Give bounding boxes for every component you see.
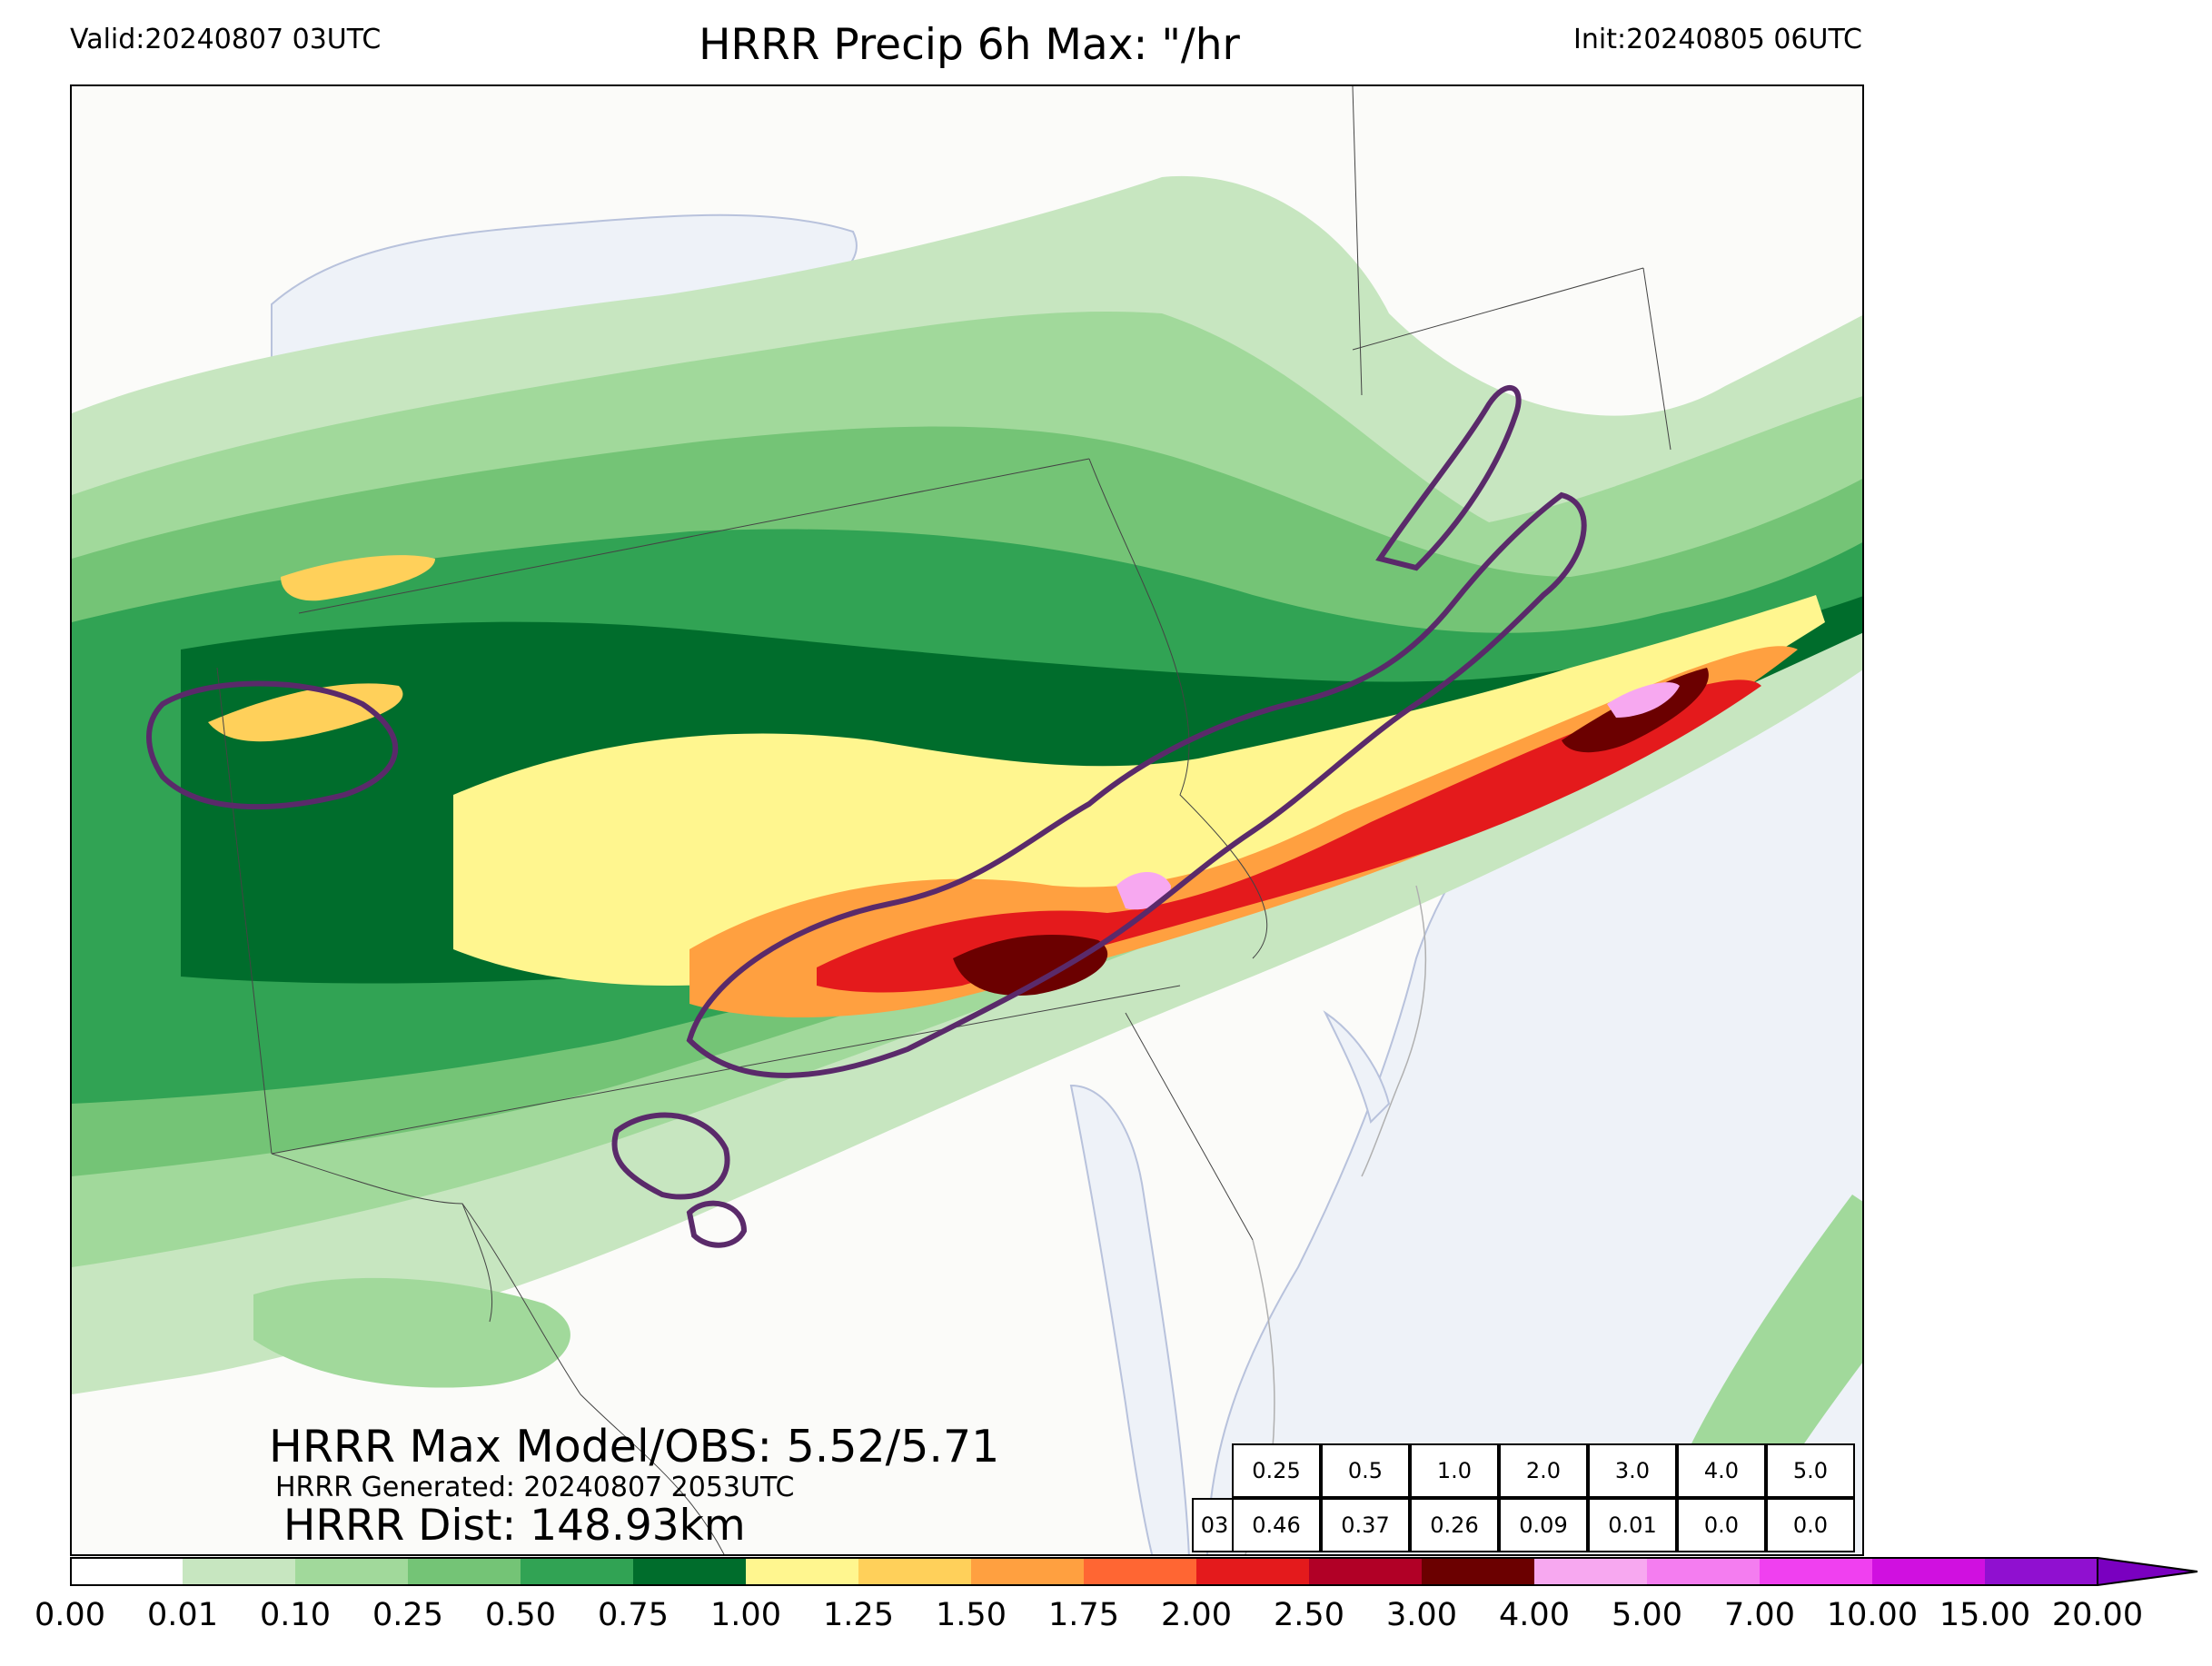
stats-value-cell: 0.01 xyxy=(1588,1498,1677,1552)
precip-shading xyxy=(72,175,1862,1540)
border-ct-ma xyxy=(1352,267,1644,351)
colorbar-tick-label: 10.00 xyxy=(1826,1597,1919,1633)
colorbar-segment xyxy=(1422,1558,1534,1585)
colorbar-tick-label: 7.00 xyxy=(1724,1597,1795,1633)
colorbar-tick-label: 15.00 xyxy=(1939,1597,2031,1633)
colorbar-segment xyxy=(1084,1558,1196,1585)
stats-value-cell: 0.37 xyxy=(1321,1498,1410,1552)
map-title: HRRR Precip 6h Max: "/hr xyxy=(699,20,1240,70)
valid-time-label: Valid:20240807 03UTC xyxy=(70,24,382,55)
border-md-va xyxy=(461,1203,725,1554)
colorbar-segment xyxy=(1872,1558,1985,1585)
chesapeake-bay xyxy=(1069,1084,1190,1554)
obs-contours xyxy=(146,384,1587,1248)
stats-value-cell: 0.0 xyxy=(1677,1498,1766,1552)
colorbar-outline xyxy=(70,1557,2098,1586)
stats-threshold-cell: 0.25 xyxy=(1232,1443,1321,1498)
colorbar-tick-label: 0.00 xyxy=(35,1597,105,1633)
distance-label: HRRR Dist: 148.93km xyxy=(283,1501,746,1551)
precip-band-200 xyxy=(817,679,1761,993)
colorbar-tick-label: 4.00 xyxy=(1499,1597,1570,1633)
state-borders xyxy=(216,86,1671,1554)
colorbar-segment xyxy=(858,1558,971,1585)
obs-contour-main xyxy=(686,491,1587,1078)
map-canvas xyxy=(72,86,1862,1554)
precip-map[interactable] xyxy=(70,84,1864,1556)
obs-contour-ny xyxy=(1375,384,1522,571)
colorbar-tick-label: 20.00 xyxy=(2051,1597,2144,1633)
colorbar-segment xyxy=(1534,1558,1647,1585)
colorbar xyxy=(70,1557,2198,1586)
init-time-label: Init:20240805 06UTC xyxy=(1573,24,1862,55)
colorbar-tick-label: 2.50 xyxy=(1274,1597,1344,1633)
colorbar-tick-label: 0.50 xyxy=(485,1597,556,1633)
stats-threshold-cell: 5.0 xyxy=(1766,1443,1855,1498)
colorbar-tick-label: 1.00 xyxy=(710,1597,781,1633)
precip-south-cells xyxy=(253,1277,570,1388)
stats-threshold-cell: 4.0 xyxy=(1677,1443,1766,1498)
colorbar-segment xyxy=(295,1558,408,1585)
colorbar-segment xyxy=(1760,1558,1872,1585)
colorbar-tick-label: 1.25 xyxy=(823,1597,894,1633)
max-model-obs-label: HRRR Max Model/OBS: 5.52/5.71 xyxy=(269,1421,1000,1473)
border-ny-vt xyxy=(1352,86,1363,396)
colorbar-tick-label: 0.75 xyxy=(598,1597,669,1633)
colorbar-tick-label: 0.25 xyxy=(372,1597,443,1633)
colorbar-segment xyxy=(183,1558,295,1585)
colorbar-segment xyxy=(1647,1558,1760,1585)
obs-contour-west xyxy=(146,680,399,810)
border-nj-de xyxy=(1125,1012,1254,1241)
border-oh-pa xyxy=(216,667,273,1155)
obs-contour-south xyxy=(611,1112,730,1200)
stats-row-label: 03 xyxy=(1192,1498,1237,1552)
delaware-bay xyxy=(1323,1010,1391,1124)
border-ct-ri xyxy=(1642,267,1671,451)
colorbar-tick-label: 0.10 xyxy=(260,1597,331,1633)
border-pa-nj xyxy=(1088,458,1268,959)
colorbar-segment xyxy=(1985,1558,2098,1585)
colorbar-tick-label: 5.00 xyxy=(1612,1597,1682,1633)
colorbar-segment xyxy=(971,1558,1084,1585)
colorbar-segment xyxy=(521,1558,633,1585)
precip-western-band xyxy=(281,555,435,601)
stats-threshold-cell: 3.0 xyxy=(1588,1443,1677,1498)
colorbar-tick-label: 1.50 xyxy=(936,1597,1007,1633)
stats-threshold-cell: 2.0 xyxy=(1499,1443,1588,1498)
stats-threshold-cell: 1.0 xyxy=(1410,1443,1499,1498)
border-pa-md xyxy=(271,985,1181,1155)
precip-band-300 xyxy=(953,935,1108,996)
colorbar-segment xyxy=(70,1558,183,1585)
colorbar-tick-label: 3.00 xyxy=(1386,1597,1457,1633)
stats-value-cell: 0.26 xyxy=(1410,1498,1499,1552)
border-ny-pa xyxy=(298,458,1090,614)
colorbar-tick-label: 1.75 xyxy=(1048,1597,1119,1633)
border-wv xyxy=(271,1153,493,1323)
colorbar-extend-arrow xyxy=(2097,1557,2198,1586)
precip-band-100 xyxy=(453,595,1825,986)
stats-value-cell: 0.09 xyxy=(1499,1498,1588,1552)
colorbar-segment xyxy=(408,1558,521,1585)
colorbar-segment xyxy=(1196,1558,1309,1585)
colorbar-segment xyxy=(1309,1558,1422,1585)
nj-coast xyxy=(1361,885,1427,1177)
stats-value-cell: 0.46 xyxy=(1232,1498,1321,1552)
obs-contour-md xyxy=(686,1200,748,1248)
colorbar-tick-label: 0.01 xyxy=(147,1597,218,1633)
colorbar-segment xyxy=(746,1558,858,1585)
colorbar-segment xyxy=(633,1558,746,1585)
stats-threshold-cell: 0.5 xyxy=(1321,1443,1410,1498)
stats-value-cell: 0.0 xyxy=(1766,1498,1855,1552)
colorbar-tick-label: 2.00 xyxy=(1161,1597,1232,1633)
precip-core-nj xyxy=(1607,682,1680,718)
generated-label: HRRR Generated: 20240807 2053UTC xyxy=(275,1472,795,1503)
